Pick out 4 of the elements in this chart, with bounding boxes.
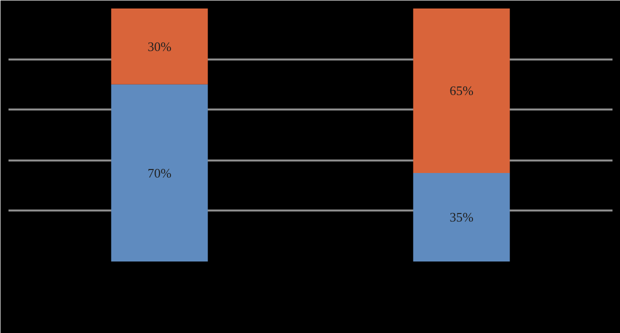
data-label: 65%: [450, 83, 474, 98]
data-label: 35%: [450, 210, 474, 225]
data-label: 70%: [148, 165, 172, 180]
data-label: 30%: [148, 38, 172, 54]
